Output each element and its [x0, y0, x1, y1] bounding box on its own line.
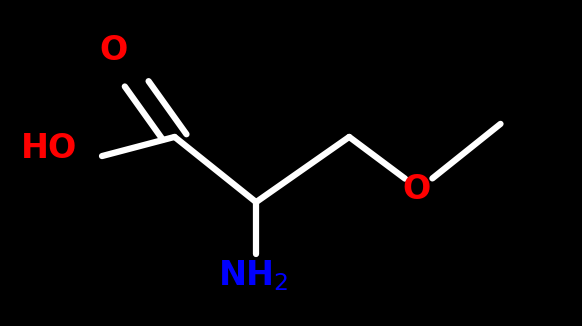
Text: HO: HO — [22, 132, 77, 165]
Text: O: O — [100, 34, 127, 67]
Text: O: O — [402, 172, 430, 206]
Text: NH$_2$: NH$_2$ — [218, 258, 288, 293]
